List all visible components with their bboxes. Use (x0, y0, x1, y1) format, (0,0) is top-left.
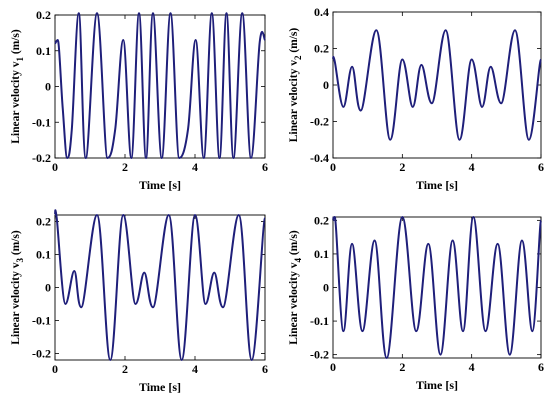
chart-panel-2: 0 2 4 6 -0.4 -0.2 0 0.2 0.4 Time [s] Linear veloci… (288, 5, 544, 192)
y-tick-label: 0 (323, 78, 329, 92)
y-tick-label: 0.1 (36, 248, 51, 262)
chart-panel-4: 0 2 4 6 -0.2 -0.1 0 0.1 0.2 Time [s] Linear veloci… (288, 213, 544, 392)
y-axis-label-unit: (m/s) (10, 29, 22, 57)
y-tick-label: 0.1 (314, 247, 329, 261)
x-tick-label: 2 (122, 362, 128, 376)
y-axis-label-unit: (m/s) (288, 230, 300, 258)
y-tick-label: -0.1 (32, 313, 51, 327)
y-tick-label: 0 (323, 281, 329, 295)
x-tick-label: 6 (538, 360, 544, 374)
y-tick-label: 0.2 (36, 8, 51, 22)
x-tick-label: 4 (192, 160, 198, 174)
y-axis-label-unit: (m/s) (288, 28, 300, 56)
x-tick-label: 4 (469, 360, 475, 374)
y-tick-label: 0 (45, 281, 51, 295)
x-tick-label: 0 (52, 362, 58, 376)
y-tick-label: 0.2 (314, 42, 329, 56)
y-axis-label-subscript: 3 (15, 258, 25, 263)
x-tick-label: 4 (192, 362, 198, 376)
y-axis-label-main: Linear velocity v (10, 262, 22, 344)
x-tick-label: 4 (469, 160, 475, 174)
y-tick-label: 0 (45, 80, 51, 94)
y-axis-label-main: Linear velocity v (288, 60, 300, 142)
x-tick-label: 0 (330, 160, 336, 174)
y-tick-label: 0.4 (314, 5, 329, 19)
y-axis-label-subscript: 4 (293, 258, 303, 263)
series-line-1 (332, 29, 542, 141)
x-tick-label: 0 (330, 360, 336, 374)
y-tick-label: 0.1 (36, 44, 51, 58)
series-line-1 (54, 209, 266, 361)
series-line-1 (332, 216, 542, 359)
x-tick-label: 6 (538, 160, 544, 174)
y-tick-label: -0.4 (310, 151, 329, 165)
y-axis-label: Linear velocity v1 (m/s) (10, 29, 25, 144)
x-tick-label: 0 (52, 160, 58, 174)
y-tick-label: -0.2 (310, 348, 329, 362)
y-tick-label: -0.2 (32, 151, 51, 165)
x-tick-label: 6 (262, 160, 268, 174)
series-line-1 (54, 12, 266, 159)
y-tick-label: 0.2 (36, 215, 51, 229)
y-tick-label: 0.2 (314, 213, 329, 227)
chart-panel-1: 0 2 4 6 -0.2 -0.1 0 0.1 0.2 Time [s] Linear veloci… (10, 8, 268, 192)
y-axis-label-subscript: 1 (15, 57, 25, 62)
y-axis-label: Linear velocity v3 (m/s) (10, 230, 25, 345)
y-axis-label-unit: (m/s) (10, 230, 22, 258)
x-axis-label: Time [s] (139, 380, 181, 394)
y-axis-label-main: Linear velocity v (10, 61, 22, 143)
y-tick-label: -0.2 (310, 115, 329, 129)
x-axis-label: Time [s] (416, 378, 458, 392)
y-tick-label: -0.1 (310, 314, 329, 328)
y-axis-label-main: Linear velocity v (288, 262, 300, 344)
y-axis-label: Linear velocity v2 (m/s) (288, 28, 303, 143)
x-tick-label: 2 (399, 160, 405, 174)
y-tick-label: -0.1 (32, 115, 51, 129)
chart-panel-3: 0 2 4 6 -0.2 -0.1 0 0.1 0.2 Time [s] Linear veloci… (10, 209, 268, 394)
x-tick-label: 2 (399, 360, 405, 374)
x-tick-label: 2 (122, 160, 128, 174)
x-axis-label: Time [s] (139, 178, 181, 192)
y-tick-label: -0.2 (32, 346, 51, 360)
x-axis-label: Time [s] (416, 178, 458, 192)
y-axis-label: Linear velocity v4 (m/s) (288, 230, 303, 345)
x-tick-label: 6 (262, 362, 268, 376)
y-axis-label-subscript: 2 (293, 55, 303, 60)
